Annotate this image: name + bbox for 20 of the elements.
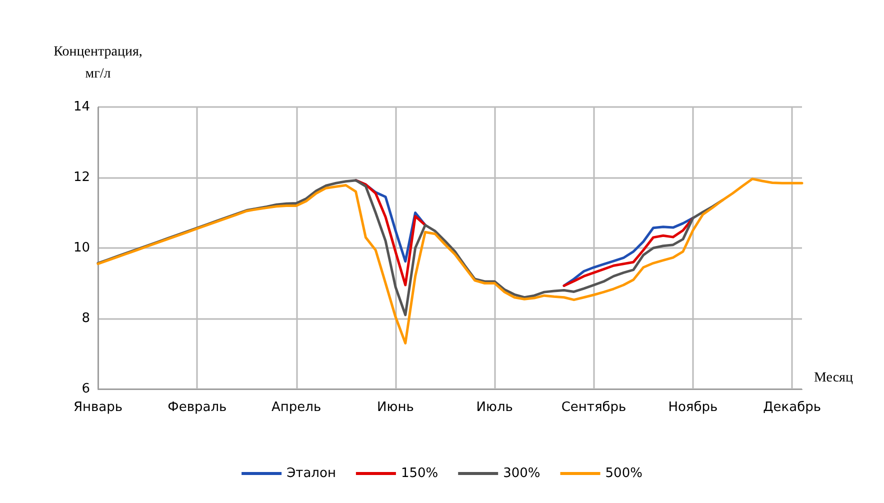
legend-label: Эталон [286,466,336,481]
x-tick-label: Апрель [271,400,322,415]
legend-label: 500% [605,466,642,481]
legend-label: 150% [400,466,438,481]
y-tick-label: 12 [73,170,90,185]
y-axis-title: Концентрация, мг/л [54,44,142,82]
x-axis-title: Месяц [814,370,854,386]
y-tick-label: 10 [73,240,90,256]
x-tick-label: Июль [476,400,513,415]
x-tick-label: Февраль [168,400,227,415]
x-tick-label: Декабрь [763,400,822,415]
y-tick-label: 6 [82,382,90,396]
line-series [96,178,804,344]
y-tick-label: 14 [73,100,90,114]
legend-label: 300% [503,466,540,481]
x-tick-label: Ноябрь [668,400,718,415]
x-tick-label: Январь [73,400,123,415]
y-tick-label: 8 [82,311,90,326]
x-tick-label: Сентябрь [561,400,626,415]
x-tick-label: Июнь [377,400,414,415]
